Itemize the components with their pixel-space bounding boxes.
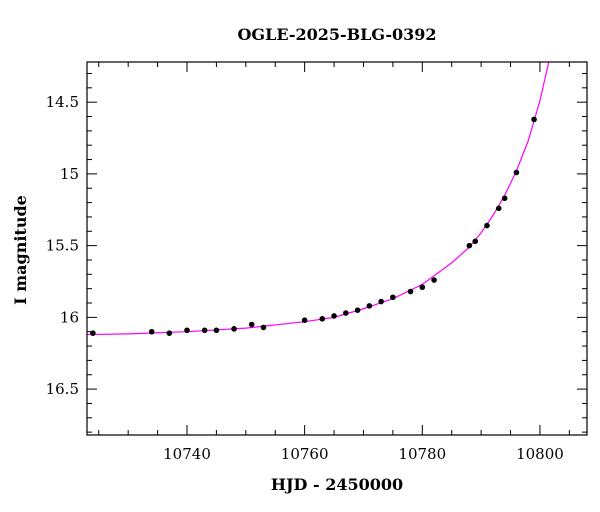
data-point	[343, 310, 349, 316]
data-point	[90, 330, 96, 336]
model-curve	[87, 62, 550, 336]
chart-title: OGLE-2025-BLG-0392	[237, 25, 436, 44]
y-tick-label: 14.5	[46, 93, 79, 111]
data-point	[472, 238, 479, 245]
data-point	[495, 205, 502, 212]
x-tick-label: 10780	[398, 445, 446, 463]
data-point	[166, 330, 173, 336]
data-point	[431, 277, 437, 283]
data-point	[484, 222, 490, 229]
x-tick-label: 10800	[516, 445, 564, 463]
data-point	[390, 294, 396, 301]
x-tick-label: 10740	[163, 445, 211, 463]
data-point	[231, 326, 237, 332]
data-point	[201, 327, 208, 334]
data-point	[501, 195, 508, 202]
data-point	[531, 116, 537, 123]
y-tick-label: 16	[60, 308, 79, 326]
y-axis-label: I magnitude	[11, 195, 30, 305]
x-axis-label: HJD - 2450000	[271, 475, 403, 494]
axis-ticks: 10740 10760 10780 10800 14.5 15 15.5 16 16.5	[46, 62, 587, 463]
data-point	[331, 313, 337, 319]
y-tick-label: 15.5	[46, 237, 79, 255]
data-point	[366, 303, 373, 309]
plot-frame	[86, 61, 588, 436]
data-point	[213, 327, 220, 334]
data-point	[148, 328, 155, 335]
data-point	[419, 284, 426, 291]
x-tick-label: 10760	[281, 445, 329, 463]
data-point	[319, 315, 326, 322]
data-point	[301, 317, 308, 324]
y-tick-label: 16.5	[46, 380, 79, 398]
data-point	[260, 324, 267, 331]
data-point	[466, 242, 473, 249]
data-point	[354, 307, 361, 313]
plot-area	[87, 62, 550, 336]
data-point	[513, 169, 520, 176]
data-point	[248, 321, 255, 328]
y-tick-label: 15	[60, 165, 79, 183]
data-point	[378, 298, 384, 305]
data-point	[407, 288, 414, 295]
data-point	[184, 327, 190, 334]
